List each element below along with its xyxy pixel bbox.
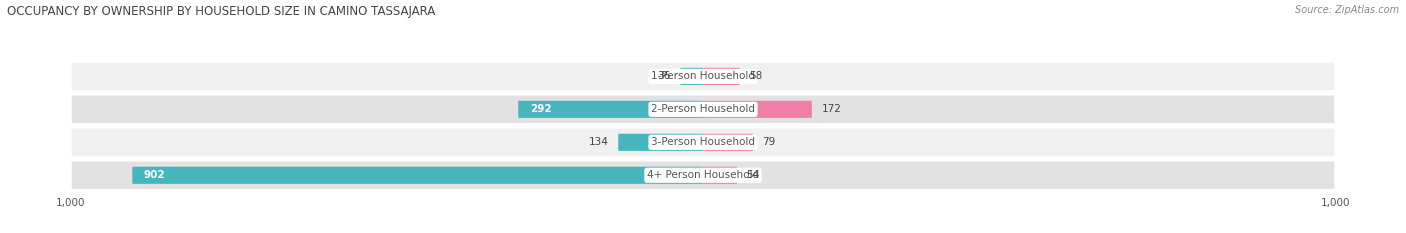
FancyBboxPatch shape xyxy=(132,167,703,184)
Text: Source: ZipAtlas.com: Source: ZipAtlas.com xyxy=(1295,5,1399,15)
Text: 2-Person Household: 2-Person Household xyxy=(651,104,755,114)
Text: 172: 172 xyxy=(821,104,841,114)
FancyBboxPatch shape xyxy=(703,101,811,118)
Text: 292: 292 xyxy=(530,104,551,114)
Text: 79: 79 xyxy=(762,137,776,147)
FancyBboxPatch shape xyxy=(619,134,703,151)
FancyBboxPatch shape xyxy=(70,94,1336,124)
FancyBboxPatch shape xyxy=(703,167,737,184)
FancyBboxPatch shape xyxy=(70,127,1336,158)
Text: 3-Person Household: 3-Person Household xyxy=(651,137,755,147)
FancyBboxPatch shape xyxy=(519,101,703,118)
Text: 902: 902 xyxy=(143,170,166,180)
FancyBboxPatch shape xyxy=(70,61,1336,92)
FancyBboxPatch shape xyxy=(703,68,740,85)
FancyBboxPatch shape xyxy=(681,68,703,85)
Text: 134: 134 xyxy=(589,137,609,147)
Text: 1-Person Household: 1-Person Household xyxy=(651,71,755,81)
Text: 4+ Person Household: 4+ Person Household xyxy=(647,170,759,180)
Text: 58: 58 xyxy=(749,71,762,81)
Text: OCCUPANCY BY OWNERSHIP BY HOUSEHOLD SIZE IN CAMINO TASSAJARA: OCCUPANCY BY OWNERSHIP BY HOUSEHOLD SIZE… xyxy=(7,5,436,18)
Text: 54: 54 xyxy=(747,170,759,180)
FancyBboxPatch shape xyxy=(70,160,1336,190)
FancyBboxPatch shape xyxy=(703,134,754,151)
Text: 36: 36 xyxy=(658,71,671,81)
